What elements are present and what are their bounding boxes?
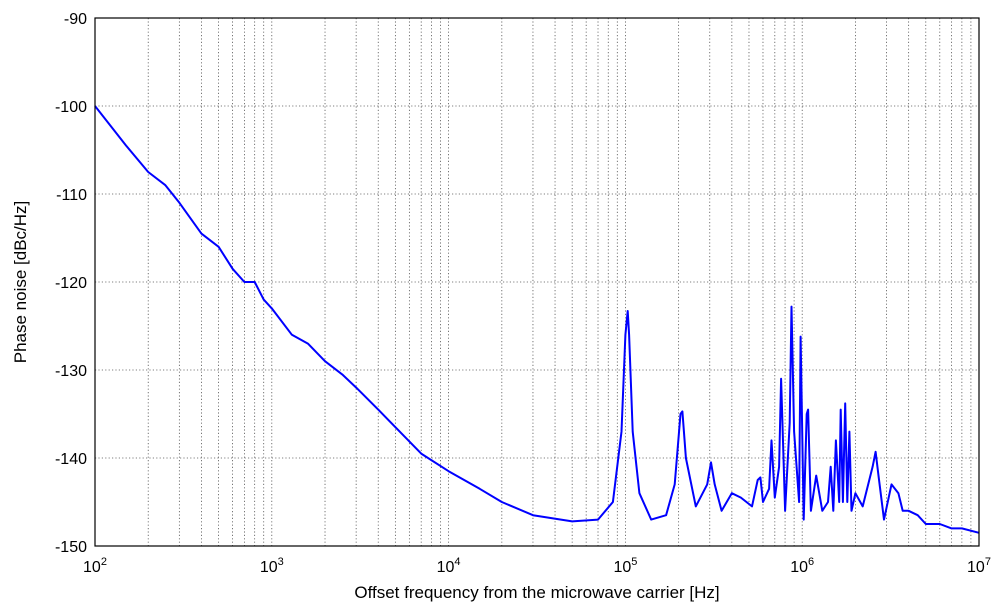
- phase-noise-series-line: [94, 105, 980, 534]
- grid: [95, 18, 979, 546]
- tick-labels: -150 -140 -130 -120 -110 -100 -90 102 103 104 105 1…: [55, 11, 991, 576]
- y-tick-label: -120: [55, 275, 87, 292]
- x-tick-label: 103: [260, 556, 284, 576]
- x-tick-label: 102: [83, 556, 107, 576]
- x-tick-label: 107: [967, 556, 991, 576]
- y-tick-label: -150: [55, 539, 87, 556]
- y-axis-title: Phase noise [dBc/Hz]: [11, 201, 30, 364]
- y-tick-label: -90: [64, 11, 87, 28]
- x-tick-label: 104: [437, 556, 461, 576]
- x-tick-label: 106: [790, 556, 814, 576]
- plot-frame: [94, 17, 980, 547]
- y-tick-label: -110: [56, 187, 87, 204]
- x-axis-title: Offset frequency from the microwave carr…: [354, 583, 719, 602]
- y-tick-label: -100: [55, 99, 87, 116]
- y-tick-label: -130: [55, 363, 87, 380]
- y-tick-label: -140: [55, 451, 87, 468]
- x-tick-label: 105: [613, 556, 637, 576]
